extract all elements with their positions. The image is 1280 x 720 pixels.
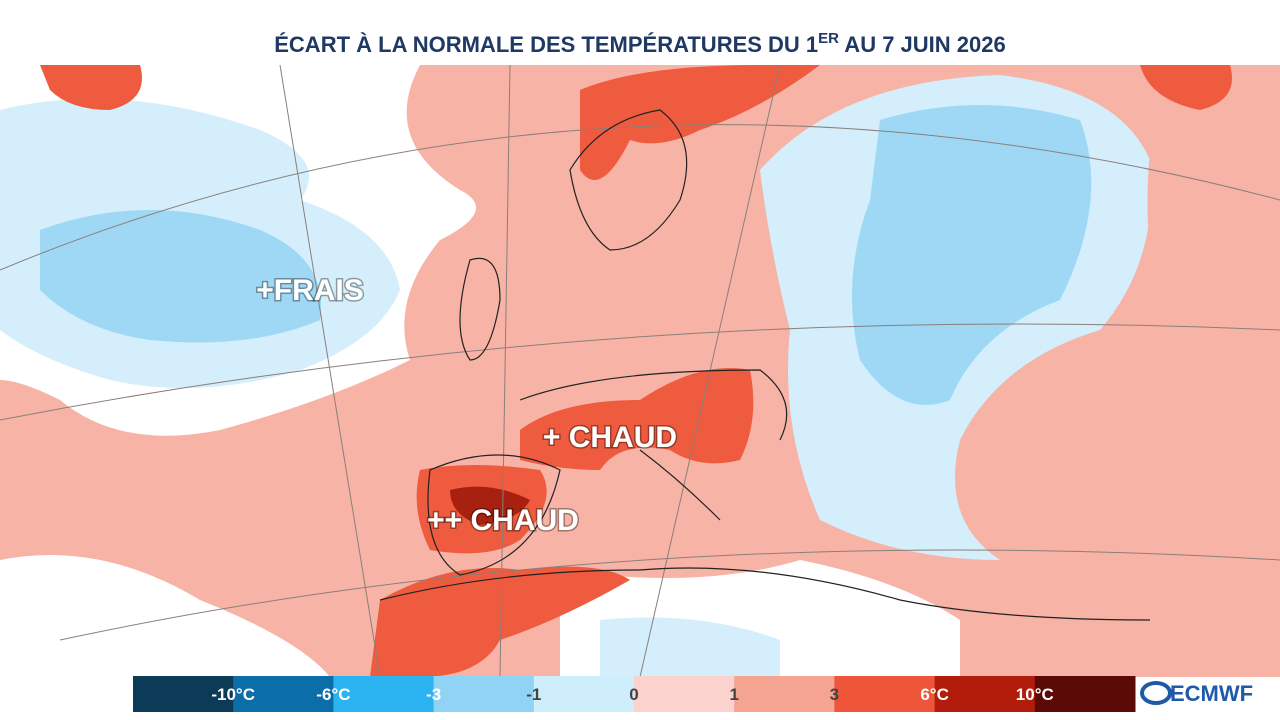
warm-greenland bbox=[40, 65, 142, 110]
legend: -10°C -6°C -3 -1 0 1 3 6°C 10°C bbox=[133, 676, 1136, 712]
legend-swatch bbox=[333, 676, 435, 712]
title-sup: ER bbox=[818, 30, 839, 47]
legend-swatch bbox=[1034, 676, 1136, 712]
legend-label: 1 bbox=[729, 685, 738, 704]
warm-far-east bbox=[1147, 132, 1280, 382]
warm-central bbox=[520, 368, 754, 470]
legend-label: -3 bbox=[426, 685, 441, 704]
cool-med bbox=[600, 617, 780, 677]
legend-swatch bbox=[634, 676, 735, 712]
legend-label: 6°C bbox=[920, 685, 949, 704]
neutral-sw bbox=[0, 555, 330, 677]
legend-label: 3 bbox=[830, 685, 839, 704]
map bbox=[0, 65, 1280, 677]
legend-label: -1 bbox=[526, 685, 541, 704]
legend-label: -6°C bbox=[316, 685, 350, 704]
legend-swatch bbox=[533, 676, 635, 712]
cooler-east bbox=[852, 105, 1092, 405]
title-end: AU 7 JUIN 2026 bbox=[839, 32, 1006, 57]
graticule bbox=[0, 65, 1280, 677]
map-label: + CHAUD bbox=[543, 421, 677, 454]
legend-swatch bbox=[133, 676, 234, 712]
legend-label: 0 bbox=[629, 685, 638, 704]
legend-label: 10°C bbox=[1016, 685, 1054, 704]
legend-swatch bbox=[934, 676, 1036, 712]
title-main: ÉCART À LA NORMALE DES TEMPÉRATURES DU 1 bbox=[274, 32, 818, 57]
logo-text: ECMWF bbox=[1170, 681, 1253, 706]
cooler-atlantic bbox=[40, 210, 322, 343]
warm-africa bbox=[370, 566, 630, 677]
legend-swatch bbox=[233, 676, 334, 712]
warm-scandinavia bbox=[580, 65, 820, 180]
coastlines bbox=[379, 109, 1151, 621]
legend-swatch bbox=[834, 676, 936, 712]
legend-swatch bbox=[433, 676, 535, 712]
legend-label: -10°C bbox=[211, 685, 255, 704]
legend-swatch bbox=[734, 676, 835, 712]
map-label: ++ CHAUD bbox=[427, 504, 579, 537]
map-label: +FRAIS bbox=[256, 274, 364, 307]
logo: ECMWF bbox=[1140, 681, 1253, 706]
warm-siberia bbox=[1140, 65, 1232, 110]
hot-iberia bbox=[450, 486, 530, 525]
title: ÉCART À LA NORMALE DES TEMPÉRATURES DU 1… bbox=[274, 30, 1005, 57]
